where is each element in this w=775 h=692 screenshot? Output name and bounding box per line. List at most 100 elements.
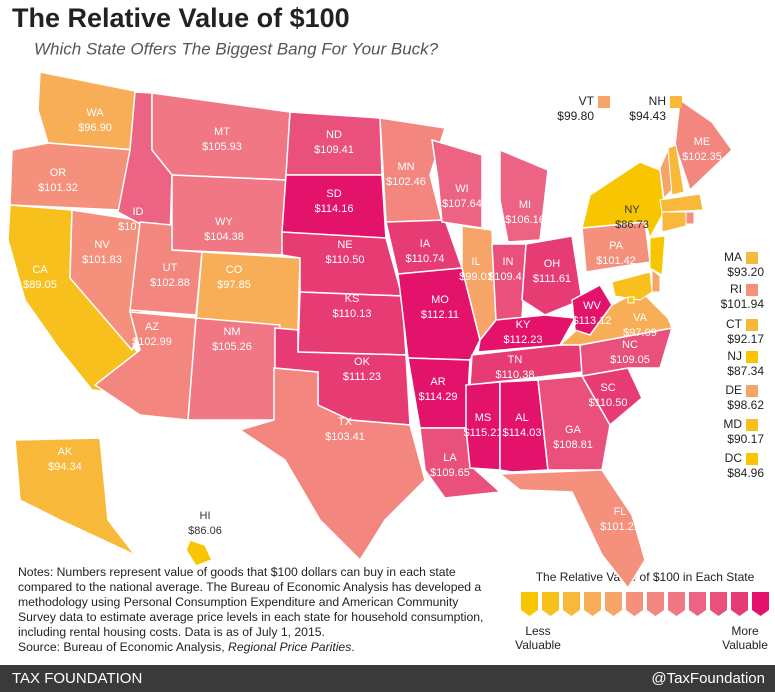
state-abbr: AL xyxy=(515,412,528,424)
state-abbr: IN xyxy=(503,256,514,268)
state-abbr: ME xyxy=(694,136,711,148)
state-value: $101.42 xyxy=(596,255,636,267)
state-shape xyxy=(499,379,549,473)
callout-swatch xyxy=(746,319,758,331)
state-value: $101.32 xyxy=(38,182,78,194)
state-abbr: FL xyxy=(614,506,627,518)
callout-value: $101.94 xyxy=(721,297,765,311)
state-shape xyxy=(499,148,549,243)
state-abbr: TN xyxy=(508,354,523,366)
callout-swatch xyxy=(746,284,758,296)
source-title: Regional Price Parities xyxy=(228,640,352,654)
state-value: $86.73 xyxy=(615,219,649,231)
state-value: $89.05 xyxy=(23,279,57,291)
callout-value: $87.34 xyxy=(727,364,764,378)
callout-abbr: NJ xyxy=(727,349,742,363)
legend-title: The Relative Value of $100 in Each State xyxy=(536,570,755,584)
footer-bar xyxy=(0,665,775,692)
state-shape xyxy=(651,269,661,293)
state-value: $112.11 xyxy=(421,309,459,321)
footer-left: TAX FOUNDATION xyxy=(12,670,142,687)
state-abbr: LA xyxy=(443,452,457,464)
legend-low: Less Valuable xyxy=(515,624,561,652)
legend-swatch xyxy=(521,592,538,616)
state-shape xyxy=(611,271,653,301)
state-abbr: WY xyxy=(215,216,233,228)
state-shape xyxy=(685,211,695,225)
state-abbr: SC xyxy=(600,382,615,394)
callout-value: $90.17 xyxy=(727,432,764,446)
state-abbr: ID xyxy=(133,206,144,218)
state-abbr: AR xyxy=(430,376,445,388)
legend-swatch xyxy=(710,592,727,616)
callout-value: $93.20 xyxy=(727,265,764,279)
state-value: $113.12 xyxy=(573,315,612,327)
callout-abbr: DE xyxy=(725,383,742,397)
state-value: $109.41 xyxy=(314,144,354,156)
state-shape xyxy=(537,375,611,471)
legend-swatch xyxy=(605,592,622,616)
callout-abbr: RI xyxy=(730,282,742,296)
legend-swatch xyxy=(689,592,706,616)
notes: Notes: Numbers represent value of goods … xyxy=(18,565,496,655)
state-shape xyxy=(379,117,446,223)
state-shape xyxy=(431,138,483,229)
state-abbr: KS xyxy=(345,293,360,305)
state-abbr: IA xyxy=(420,238,431,250)
footer-right: @TaxFoundation xyxy=(651,670,765,687)
legend-swatch xyxy=(647,592,664,616)
callout-swatch xyxy=(746,252,758,264)
state-abbr: MO xyxy=(431,294,449,306)
legend-swatch xyxy=(668,592,685,616)
callout-value: $84.96 xyxy=(727,466,764,480)
state-shape xyxy=(497,469,646,590)
state-value: $110.13 xyxy=(333,308,372,320)
state-value: $109.05 xyxy=(610,354,650,366)
state-abbr: HI xyxy=(200,510,211,522)
state-value: $107.64 xyxy=(442,198,482,210)
state-value: $114.16 xyxy=(315,203,354,215)
state-abbr: OK xyxy=(354,356,371,368)
state-abbr: CO xyxy=(226,264,243,276)
state-abbr: SD xyxy=(326,188,341,200)
notes-text: Notes: Numbers represent value of goods … xyxy=(18,565,484,639)
state-value: $105.93 xyxy=(202,141,242,153)
state-abbr: CA xyxy=(32,264,48,276)
state-value: $101.83 xyxy=(82,254,122,266)
state-value: $94.34 xyxy=(48,461,82,473)
state-value: $97.85 xyxy=(217,279,251,291)
state-abbr: MT xyxy=(214,126,230,138)
callout-swatch xyxy=(746,351,758,363)
callout-abbr: VT xyxy=(579,94,595,108)
state-value: $102.35 xyxy=(682,151,722,163)
state-abbr: KY xyxy=(516,319,531,331)
state-abbr: MN xyxy=(397,161,414,173)
state-value: $110.50 xyxy=(589,397,628,409)
state-value: $114.29 xyxy=(419,391,458,403)
state-abbr: OH xyxy=(544,258,561,270)
state-shape xyxy=(9,142,136,211)
callout-swatch xyxy=(746,419,758,431)
state-value: $99.01 xyxy=(459,271,493,283)
state-abbr: VA xyxy=(633,312,648,324)
callout-abbr: MA xyxy=(724,250,742,264)
state-shape xyxy=(674,98,733,192)
state-value: $108.81 xyxy=(553,439,593,451)
callout-value: $99.80 xyxy=(557,109,594,123)
source-prefix: Source: Bureau of Economic Analysis, xyxy=(18,640,229,654)
state-abbr: AK xyxy=(58,446,73,458)
state-shape xyxy=(667,144,685,196)
state-shape xyxy=(397,267,481,361)
callout-swatch xyxy=(598,96,610,108)
state-shape xyxy=(627,296,635,304)
state-abbr: NV xyxy=(94,239,110,251)
state-value: $106.16 xyxy=(505,214,545,226)
legend-swatch xyxy=(542,592,559,616)
state-shape xyxy=(659,193,704,213)
state-shape xyxy=(571,284,613,336)
state-abbr: WI xyxy=(455,183,468,195)
legend-swatch xyxy=(626,592,643,616)
state-shape xyxy=(238,367,426,562)
callout-abbr: NH xyxy=(649,94,666,108)
